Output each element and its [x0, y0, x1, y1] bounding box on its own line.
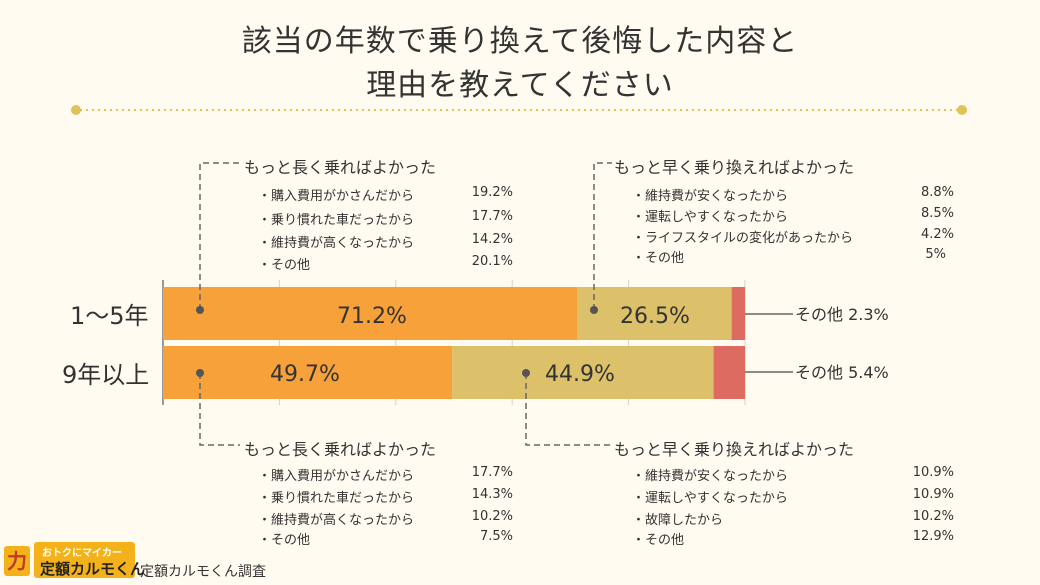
- data-label: 26.5%: [620, 304, 690, 329]
- reason-pct: 4.2%: [920, 227, 954, 242]
- leader-dot: [590, 306, 598, 314]
- leader-dot: [522, 369, 530, 377]
- reason-pct: 10.9%: [912, 465, 954, 480]
- reason-label: ・維持費が高くなったから: [258, 236, 415, 251]
- chart-title-line1: 該当の年数で乗り換えて後悔した内容と: [241, 24, 799, 59]
- brand-logo: おトクにマイカー 定額カルモくん: [34, 542, 145, 578]
- logo-tagline: おトクにマイカー: [42, 548, 122, 559]
- reason-pct: 10.9%: [912, 487, 954, 502]
- group-title-top-right: もっと早く乗り換えればよかった: [614, 158, 855, 177]
- chart-title-line2: 理由を教えてください: [366, 68, 674, 103]
- divider-dot-left: [71, 105, 81, 115]
- logo-name: 定額カルモくん: [40, 560, 146, 578]
- reason-label: ・運転しやすくなったから: [632, 210, 788, 225]
- reason-label: ・その他: [258, 258, 311, 273]
- leader-dot: [196, 306, 204, 314]
- bar-segment: [163, 346, 453, 399]
- reason-pct: 10.2%: [912, 509, 954, 524]
- group-title-top-left: もっと長く乗ればよかった: [244, 158, 437, 177]
- leader-bottom-left: [199, 373, 240, 446]
- reason-pct: 17.7%: [471, 209, 513, 224]
- reason-label: ・その他: [258, 533, 311, 548]
- bar-segment: [163, 287, 578, 340]
- bar-segment: [731, 287, 745, 340]
- reason-label: ・運転しやすくなったから: [632, 491, 788, 506]
- reason-pct: 14.3%: [471, 487, 513, 502]
- reason-label: ・乗り慣れた車だったから: [258, 213, 415, 228]
- reason-pct: 17.7%: [471, 465, 513, 480]
- reason-pct: 8.5%: [920, 206, 954, 221]
- bar-segment: [713, 346, 745, 399]
- reason-label: ・その他: [632, 251, 685, 266]
- reason-pct: 14.2%: [471, 232, 513, 247]
- leader-bottom-right: [525, 373, 612, 446]
- reason-pct: 20.1%: [471, 254, 513, 269]
- category-label: 1～5年: [70, 302, 149, 330]
- category-label: 9年以上: [62, 361, 149, 389]
- reason-label: ・維持費が安くなったから: [632, 189, 789, 204]
- reason-label: ・購入費用がかさんだから: [258, 469, 415, 484]
- car-logo-icon: 力: [4, 546, 30, 576]
- other-label: その他 5.4%: [795, 363, 889, 382]
- divider-dot-right: [957, 105, 967, 115]
- reason-pct: 8.8%: [920, 185, 954, 200]
- leader-dot: [196, 369, 204, 377]
- reason-pct: 7.5%: [479, 529, 513, 544]
- leader-top-left: [199, 162, 240, 310]
- reason-label: ・ライフスタイルの変化があったから: [632, 231, 854, 246]
- reason-pct: 12.9%: [912, 529, 954, 544]
- reason-label: ・その他: [632, 533, 685, 548]
- other-label: その他 2.3%: [795, 305, 889, 324]
- bar-segment: [452, 346, 714, 399]
- group-title-bottom-right: もっと早く乗り換えればよかった: [614, 440, 855, 459]
- reason-label: ・維持費が高くなったから: [258, 513, 415, 528]
- group-title-bottom-left: もっと長く乗ればよかった: [244, 440, 437, 459]
- reason-label: ・乗り慣れた車だったから: [258, 491, 415, 506]
- reason-label: ・購入費用がかさんだから: [258, 189, 415, 204]
- data-label: 44.9%: [545, 362, 615, 387]
- bar-segment: [577, 287, 732, 340]
- data-label: 49.7%: [270, 362, 340, 387]
- reason-pct: 19.2%: [471, 185, 513, 200]
- data-label: 71.2%: [337, 304, 407, 329]
- source-note: 定額カルモくん調査: [140, 564, 266, 580]
- reason-label: ・故障したから: [632, 513, 724, 528]
- reason-pct: 10.2%: [471, 509, 513, 524]
- reason-pct: 5%: [925, 247, 946, 262]
- reason-label: ・維持費が安くなったから: [632, 469, 789, 484]
